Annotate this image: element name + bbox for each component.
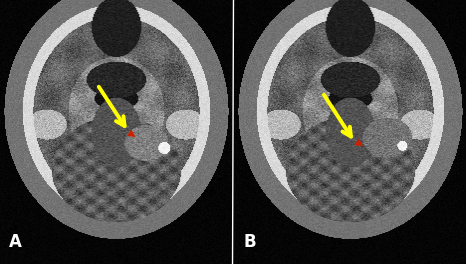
- Text: A: A: [9, 233, 22, 251]
- Text: B: B: [244, 233, 256, 251]
